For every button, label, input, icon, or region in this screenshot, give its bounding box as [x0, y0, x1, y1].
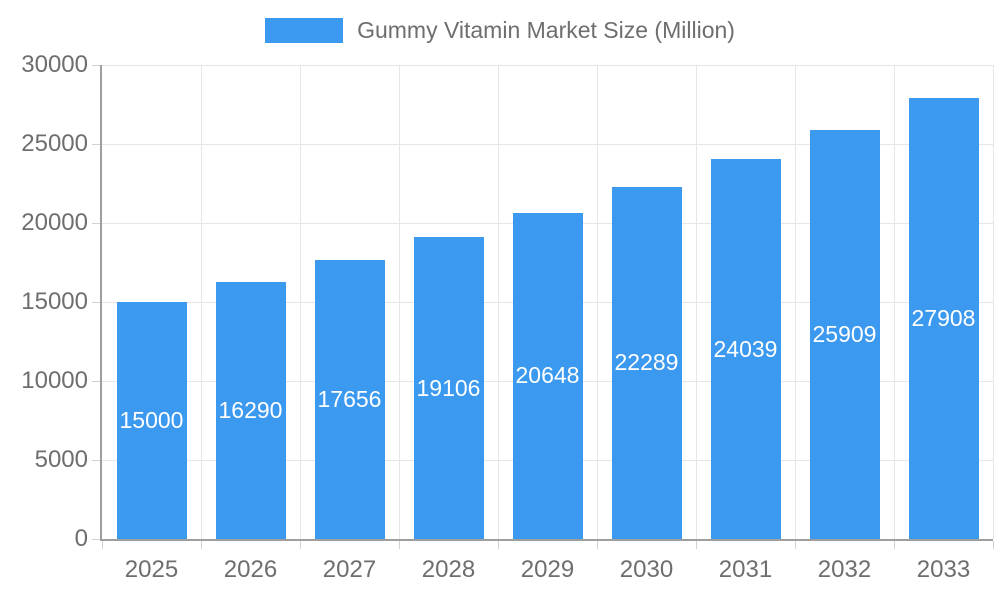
bar-value-label: 25909 [812, 320, 877, 347]
bar-2030[interactable]: 22289 [611, 186, 682, 539]
legend-label: Gummy Vitamin Market Size (Million) [357, 16, 735, 43]
bar-value-label: 20648 [515, 362, 580, 389]
y-tick-mark [92, 302, 102, 303]
x-tick-mark [993, 541, 994, 549]
x-tick-label: 2027 [322, 556, 377, 583]
bar-2026[interactable]: 16290 [215, 281, 286, 539]
h-gridline [102, 65, 993, 66]
bar-2033[interactable]: 27908 [908, 98, 979, 539]
h-gridline [102, 144, 993, 145]
bar-value-label: 15000 [119, 407, 184, 433]
x-tick-label: 2029 [520, 556, 575, 583]
x-tick-label: 2030 [619, 556, 674, 583]
y-tick-mark [92, 381, 102, 382]
x-tick-mark [399, 541, 400, 549]
v-gridline [696, 65, 697, 539]
bar-2031[interactable]: 24039 [710, 159, 781, 539]
bar-value-label: 22289 [614, 349, 679, 376]
y-tick-mark [92, 144, 102, 145]
y-tick-label: 0 [74, 525, 88, 552]
y-tick-mark [92, 539, 102, 540]
y-tick-label: 25000 [21, 130, 88, 157]
y-tick-label: 15000 [21, 288, 88, 315]
bar-value-label: 16290 [218, 396, 283, 423]
y-tick-mark [92, 223, 102, 224]
y-tick-mark [92, 65, 102, 66]
y-tick-label: 20000 [21, 209, 88, 236]
legend-item[interactable]: Gummy Vitamin Market Size (Million) [0, 14, 1000, 46]
x-tick-mark [201, 541, 202, 549]
y-tick-label: 10000 [21, 367, 88, 394]
x-tick-mark [597, 541, 598, 549]
x-tick-label: 2032 [817, 556, 872, 583]
x-tick-mark [498, 541, 499, 549]
x-tick-label: 2031 [718, 556, 773, 583]
v-gridline [597, 65, 598, 539]
v-gridline [894, 65, 895, 539]
v-gridline [498, 65, 499, 539]
bar-value-label: 17656 [317, 386, 382, 412]
bar-value-label: 24039 [713, 335, 778, 362]
legend-swatch [265, 17, 344, 43]
bar-2025[interactable]: 15000 [116, 302, 187, 539]
x-tick-mark [300, 541, 301, 549]
bar-2027[interactable]: 17656 [314, 260, 385, 539]
x-axis-line [100, 539, 993, 541]
y-tick-mark [92, 460, 102, 461]
x-tick-mark [795, 541, 796, 549]
bar-value-label: 19106 [416, 374, 481, 401]
v-gridline [399, 65, 400, 539]
bar-2032[interactable]: 25909 [809, 129, 880, 539]
x-tick-label: 2033 [916, 556, 971, 583]
v-gridline [993, 65, 994, 539]
y-tick-label: 30000 [21, 51, 88, 78]
x-tick-label: 2028 [421, 556, 476, 583]
x-tick-mark [102, 541, 103, 549]
x-tick-mark [696, 541, 697, 549]
bar-2028[interactable]: 19106 [413, 237, 484, 539]
bar-2029[interactable]: 20648 [512, 212, 583, 539]
y-tick-label: 5000 [34, 446, 88, 473]
bar-value-label: 27908 [911, 305, 976, 332]
x-tick-label: 2025 [124, 556, 179, 583]
v-gridline [201, 65, 202, 539]
y-axis-line [100, 65, 102, 541]
x-tick-label: 2026 [223, 556, 278, 583]
x-tick-mark [894, 541, 895, 549]
v-gridline [300, 65, 301, 539]
v-gridline [795, 65, 796, 539]
